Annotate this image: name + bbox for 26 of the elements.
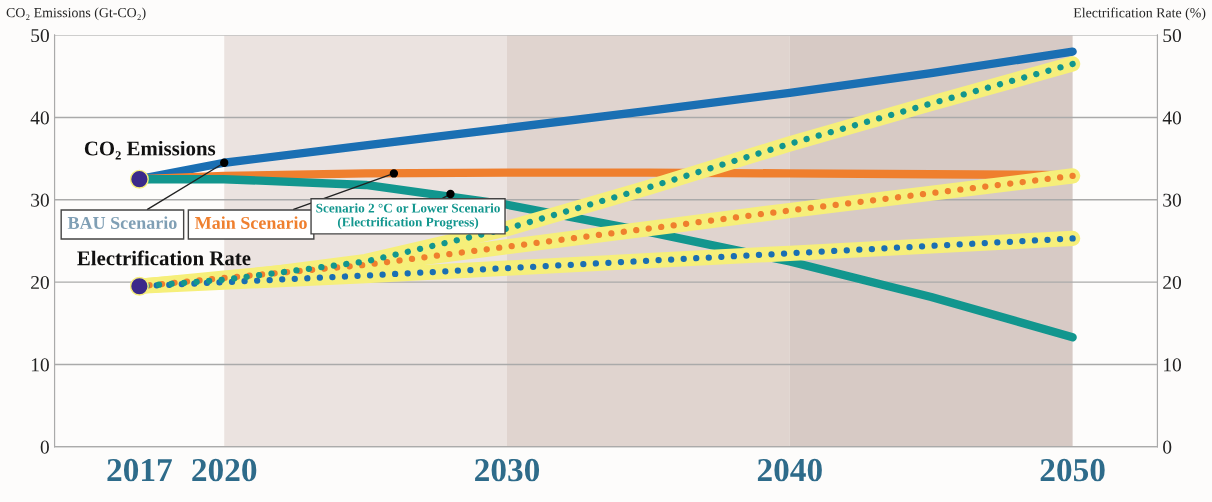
- annotation: CO₂ Emissions: [84, 140, 216, 160]
- y-tick-label: 30: [31, 193, 49, 207]
- y-tick-label: 40: [30, 111, 49, 125]
- y-tick-label: 50: [31, 28, 49, 43]
- y2-tick-label: 50: [1163, 28, 1182, 43]
- x-tick-label: 2050: [1040, 458, 1105, 482]
- point: [129, 169, 149, 189]
- y-tick-label: 0: [40, 440, 49, 454]
- y-axis-title: CO₂ Emissions (Gt-CO₂): [6, 7, 146, 21]
- annotation: Main Scenario: [194, 216, 307, 230]
- x-tick-label: 2040: [757, 458, 822, 482]
- x-tick-label: 2020: [192, 458, 257, 482]
- y2-tick-label: 40: [1162, 111, 1182, 125]
- annotation: BAU Scenario: [67, 216, 177, 230]
- y2-axis-title: Electrification Rate (%): [1073, 7, 1206, 21]
- y-tick-label: 10: [31, 358, 49, 372]
- point: [129, 276, 149, 296]
- annotation: Electrification Rate: [77, 250, 251, 266]
- y2-tick-label: 30: [1163, 193, 1182, 207]
- y2-tick-label: 0: [1163, 440, 1172, 454]
- y2-tick-label: 10: [1164, 358, 1182, 372]
- annotation: Scenario 2 °C or Lower Scenario (Electrification Progress): [316, 203, 500, 230]
- y-tick-label: 20: [31, 275, 49, 290]
- x-tick-label: 2017: [107, 458, 172, 482]
- y2-tick-label: 20: [1163, 275, 1182, 290]
- x-tick-label: 2030: [475, 458, 540, 482]
